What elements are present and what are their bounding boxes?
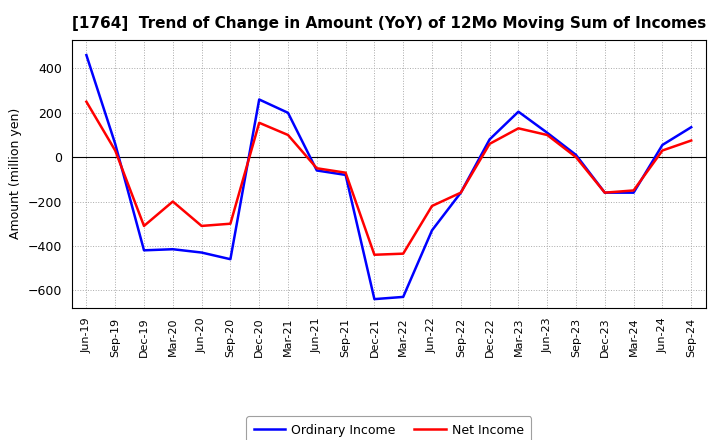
Legend: Ordinary Income, Net Income: Ordinary Income, Net Income <box>246 416 531 440</box>
Net Income <box>543 132 552 138</box>
Ordinary Income <box>428 228 436 233</box>
Ordinary Income <box>600 190 609 195</box>
Ordinary Income <box>399 294 408 300</box>
Ordinary Income <box>226 257 235 262</box>
Ordinary Income <box>687 125 696 130</box>
Net Income <box>197 223 206 228</box>
Ordinary Income <box>514 109 523 114</box>
Net Income <box>140 223 148 228</box>
Ordinary Income <box>485 137 494 142</box>
Net Income <box>572 154 580 160</box>
Line: Net Income: Net Income <box>86 102 691 255</box>
Ordinary Income <box>82 52 91 58</box>
Net Income <box>168 199 177 204</box>
Ordinary Income <box>312 168 321 173</box>
Ordinary Income <box>284 110 292 115</box>
Net Income <box>226 221 235 226</box>
Ordinary Income <box>341 172 350 178</box>
Title: [1764]  Trend of Change in Amount (YoY) of 12Mo Moving Sum of Incomes: [1764] Trend of Change in Amount (YoY) o… <box>72 16 706 32</box>
Ordinary Income <box>572 152 580 158</box>
Line: Ordinary Income: Ordinary Income <box>86 55 691 299</box>
Ordinary Income <box>140 248 148 253</box>
Net Income <box>514 126 523 131</box>
Ordinary Income <box>111 141 120 147</box>
Net Income <box>629 188 638 193</box>
Ordinary Income <box>629 190 638 195</box>
Ordinary Income <box>456 190 465 195</box>
Net Income <box>485 141 494 147</box>
Net Income <box>312 165 321 171</box>
Net Income <box>600 190 609 195</box>
Net Income <box>82 99 91 104</box>
Net Income <box>428 203 436 209</box>
Net Income <box>456 190 465 195</box>
Net Income <box>399 251 408 256</box>
Y-axis label: Amount (million yen): Amount (million yen) <box>9 108 22 239</box>
Ordinary Income <box>370 297 379 302</box>
Ordinary Income <box>543 130 552 136</box>
Ordinary Income <box>255 97 264 102</box>
Ordinary Income <box>658 142 667 147</box>
Net Income <box>284 132 292 138</box>
Net Income <box>111 148 120 153</box>
Net Income <box>687 138 696 143</box>
Net Income <box>658 148 667 153</box>
Net Income <box>341 170 350 175</box>
Ordinary Income <box>168 246 177 252</box>
Net Income <box>255 120 264 125</box>
Net Income <box>370 252 379 257</box>
Ordinary Income <box>197 250 206 255</box>
